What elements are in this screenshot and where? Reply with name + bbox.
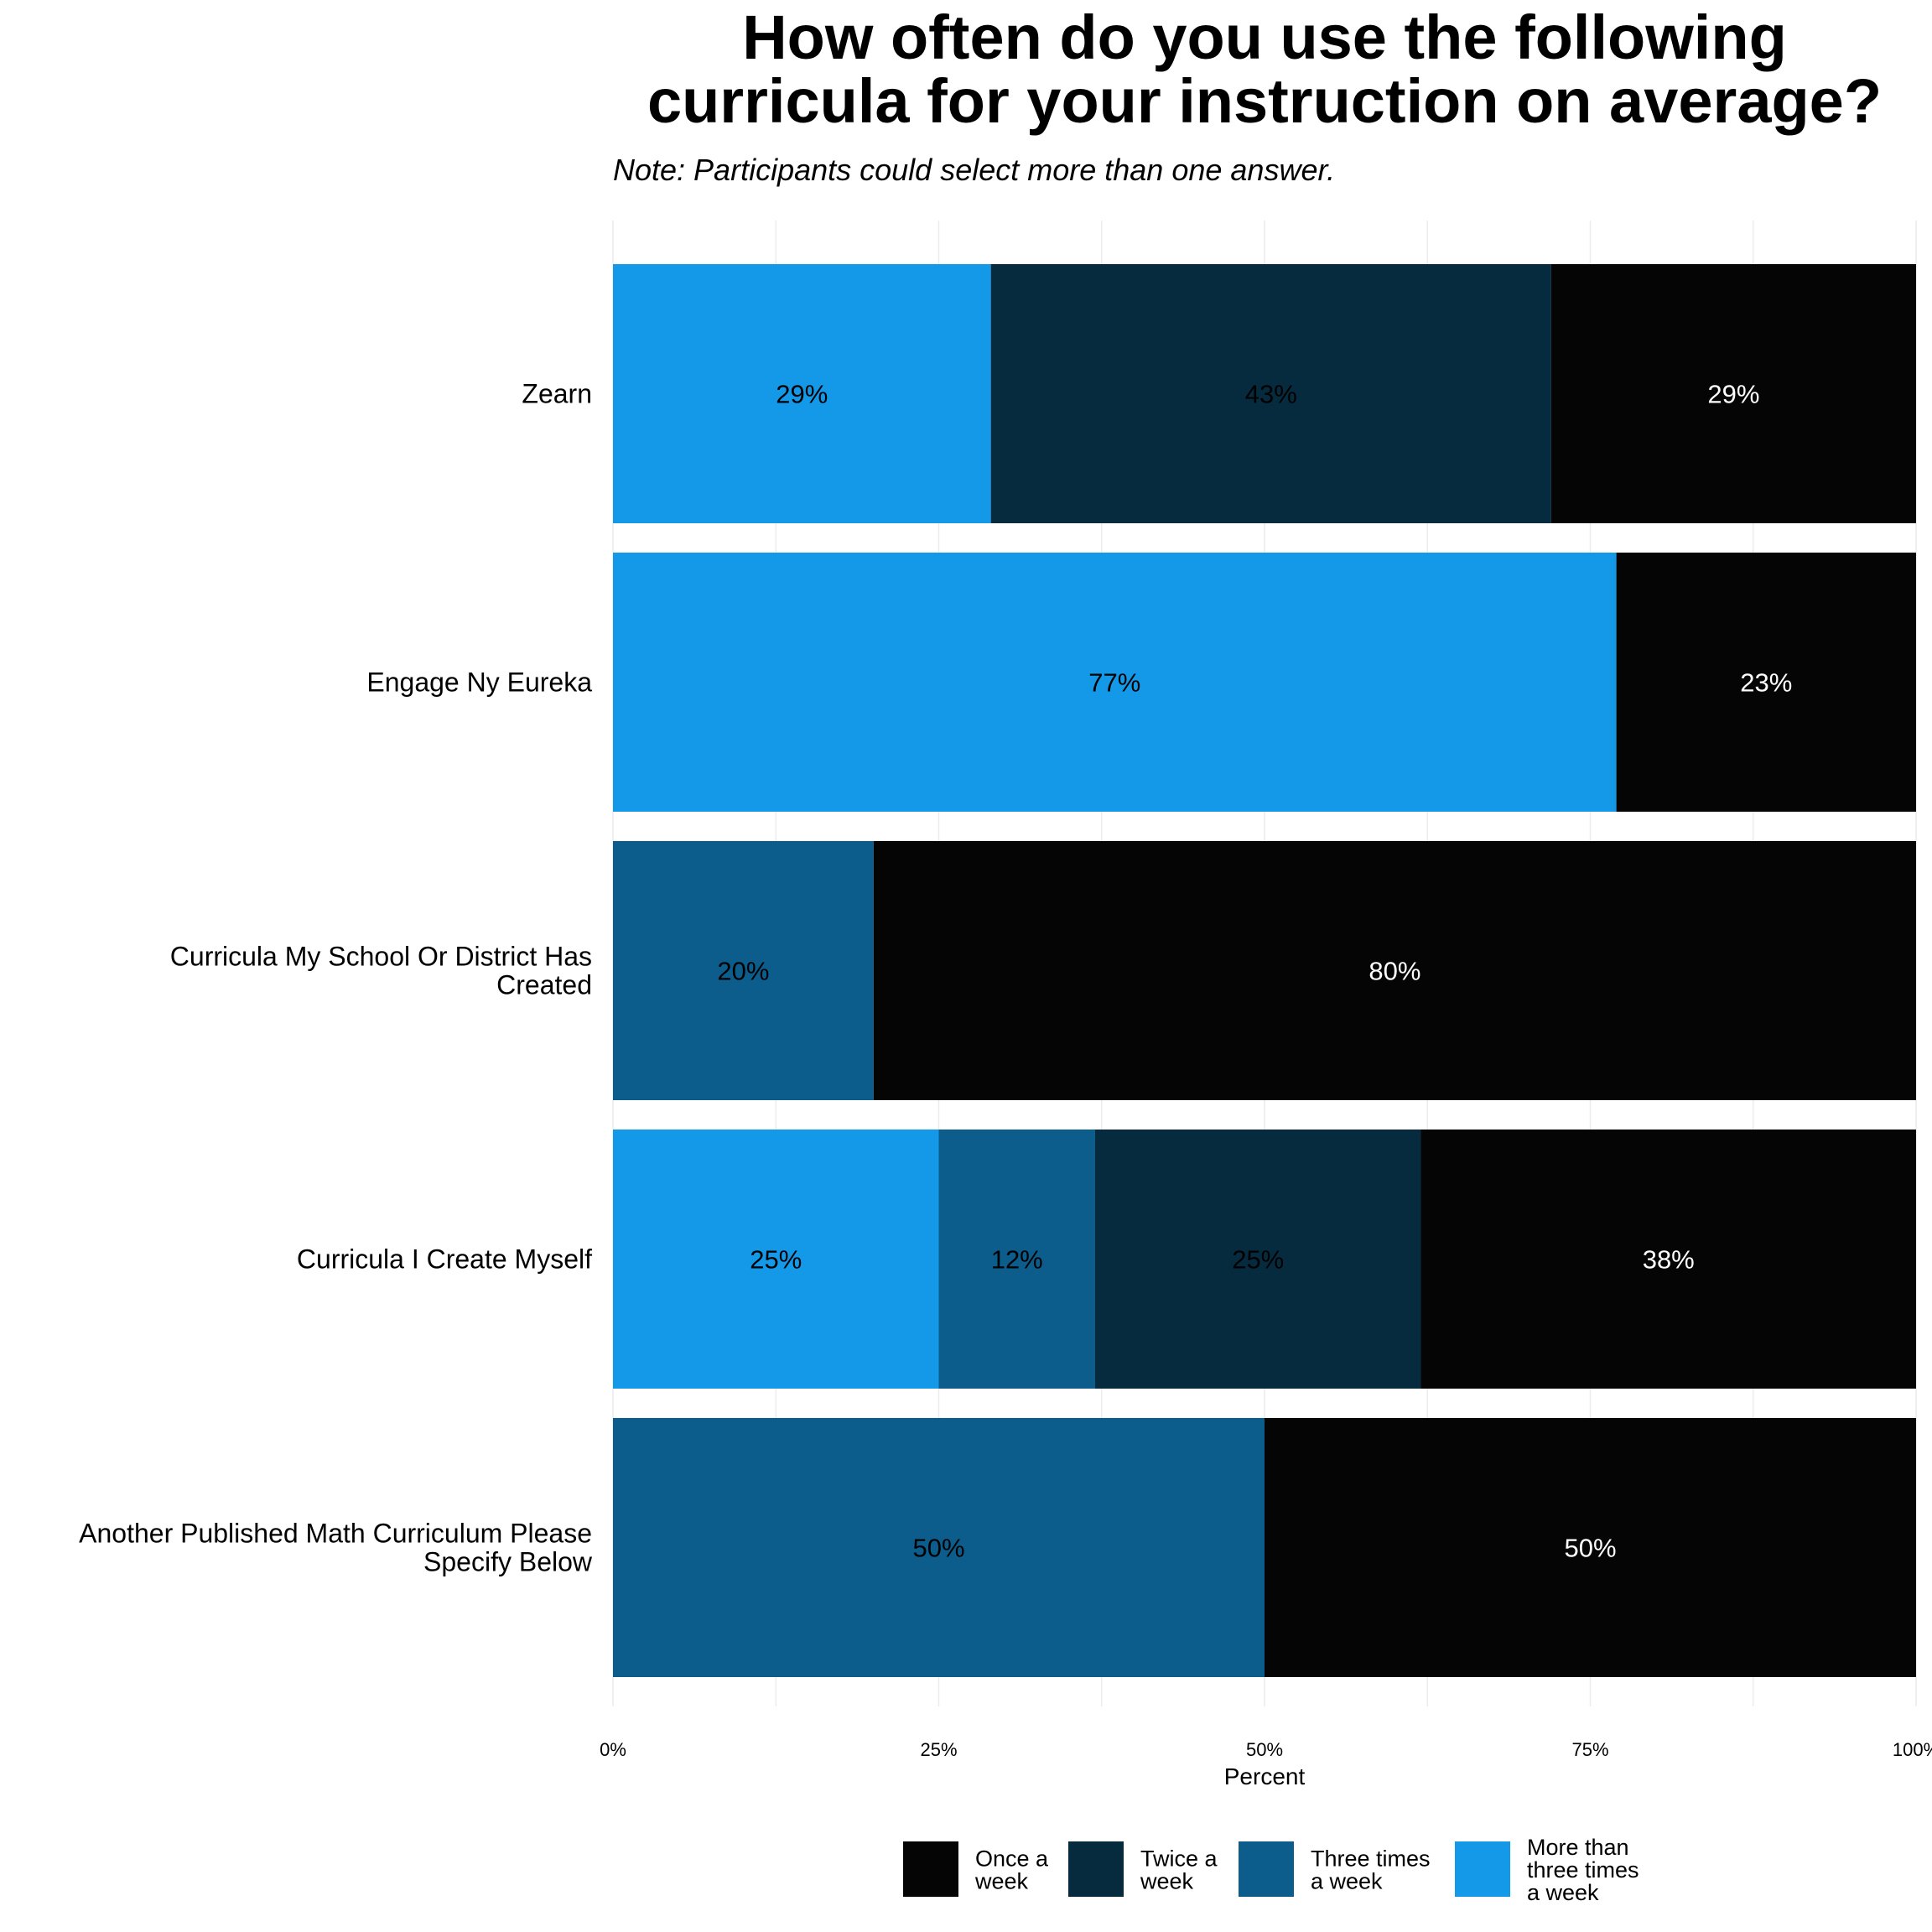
chart-title: How often do you use the followingcurric… [647, 3, 1882, 136]
bar-segment [1094, 1130, 1421, 1389]
bar-data-label: 38% [1643, 1245, 1695, 1275]
legend-key [1068, 1841, 1124, 1897]
bar-segment [1550, 264, 1916, 523]
category-label: Engage Ny Eureka [366, 667, 592, 698]
bar-data-label: 50% [1564, 1534, 1616, 1563]
x-tick-label: 25% [920, 1739, 957, 1760]
bar-data-label: 50% [912, 1534, 964, 1563]
legend-label: week [1140, 1869, 1194, 1894]
x-tick-label: 0% [600, 1739, 626, 1760]
category-label: Curricula My School Or District Has [170, 942, 592, 972]
bar-data-label: 25% [1232, 1245, 1284, 1275]
x-tick-label: 100% [1893, 1739, 1932, 1760]
category-label: Curricula I Create Myself [297, 1244, 592, 1275]
bar-segment [990, 264, 1551, 523]
category-label: Specify Below [423, 1547, 593, 1577]
bar-data-label: 77% [1088, 668, 1140, 698]
category-label: Created [496, 970, 592, 1000]
bar-segment [613, 553, 1617, 812]
category-label: Another Published Math Curriculum Please [79, 1519, 592, 1549]
legend-key [1455, 1841, 1510, 1897]
legend-label: Twice a [1140, 1846, 1218, 1872]
legend-label: week [974, 1869, 1029, 1894]
bar-data-label: 80% [1368, 957, 1420, 986]
x-tick-label: 75% [1571, 1739, 1608, 1760]
bar-segment [613, 264, 991, 523]
x-tick-label: 50% [1246, 1739, 1283, 1760]
bar-segment [613, 1130, 939, 1389]
legend-label: three times [1527, 1857, 1639, 1883]
legend-key [1239, 1841, 1294, 1897]
bar-segment [613, 1418, 1265, 1677]
bar-data-label: 12% [991, 1245, 1043, 1275]
bar-segment [1265, 1418, 1916, 1677]
legend-label: More than [1527, 1835, 1629, 1860]
category-labels: Zearn Engage Ny Eureka Curricula My School… [79, 379, 593, 1577]
bar-segment [873, 841, 1916, 1100]
chart-subtitle: Note: Participants could select more tha… [613, 153, 1335, 187]
bar-data-label: 25% [750, 1245, 802, 1275]
bar-segment [1420, 1130, 1916, 1389]
bar-segment [938, 1130, 1095, 1389]
bars: 29% 43% 29% 77% 23% 20% 80% 25% 12% 25% 38% 50% 50% [613, 264, 1916, 1677]
bar-data-label: 20% [717, 957, 769, 986]
x-axis: 0% 25% 50% 75% 100% [600, 1739, 1932, 1760]
bar-data-label: 29% [776, 380, 828, 409]
bar-data-label: 43% [1245, 380, 1297, 409]
bar-data-label: 23% [1740, 668, 1792, 698]
bar-segment [613, 841, 874, 1100]
bar-segment [1616, 553, 1916, 812]
category-label: Zearn [522, 379, 592, 409]
x-axis-title: Percent [1224, 1763, 1306, 1789]
legend-label: a week [1311, 1869, 1383, 1894]
bar-data-label: 29% [1707, 380, 1759, 409]
chart-title-line: curricula for your instruction on averag… [647, 66, 1882, 136]
legend-key [903, 1841, 958, 1897]
legend-label: Once a [975, 1846, 1049, 1872]
chart-title-line: How often do you use the following [742, 3, 1787, 72]
legend-label: Three times [1311, 1846, 1431, 1872]
legend-label: a week [1527, 1880, 1599, 1905]
